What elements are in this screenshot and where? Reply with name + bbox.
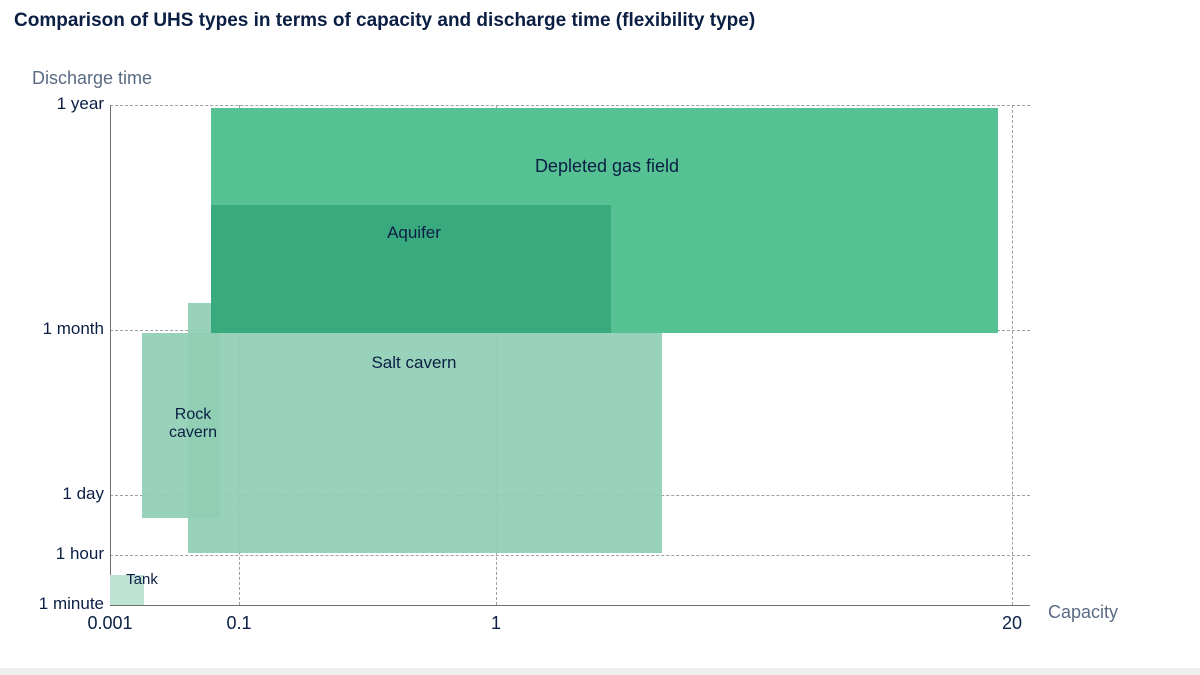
x-tick-label: 0.1 [209, 613, 269, 634]
y-tick-label: 1 day [62, 484, 104, 504]
y-tick-label: 1 year [57, 94, 104, 114]
y-tick-label: 1 hour [56, 544, 104, 564]
x-tick-label: 1 [466, 613, 526, 634]
y-tick-label: 1 minute [39, 594, 104, 614]
x-axis-label: Capacity [1048, 602, 1118, 623]
gridline-x [1012, 105, 1013, 605]
x-tick-label: 0.001 [80, 613, 140, 634]
gridline-y [110, 555, 1030, 556]
x-tick-label: 20 [982, 613, 1042, 634]
y-tick-label: 1 month [43, 319, 104, 339]
footer-strip [0, 668, 1200, 675]
chart-area: 1 year 1 month 1 day 1 hour 1 minute Discharg… [0, 0, 1200, 675]
region-label-rock-cavern: Rock cavern [103, 406, 283, 443]
region-label-salt-cavern: Salt cavern [324, 353, 504, 373]
gridline-y [110, 105, 1030, 106]
y-axis-line [110, 105, 111, 605]
x-axis-line [110, 605, 1030, 606]
region-label-aquifer: Aquifer [324, 223, 504, 243]
region-label-tank: Tank [52, 571, 232, 588]
region-label-depleted-gas-field: Depleted gas field [517, 156, 697, 177]
y-axis-label: Discharge time [32, 68, 152, 89]
